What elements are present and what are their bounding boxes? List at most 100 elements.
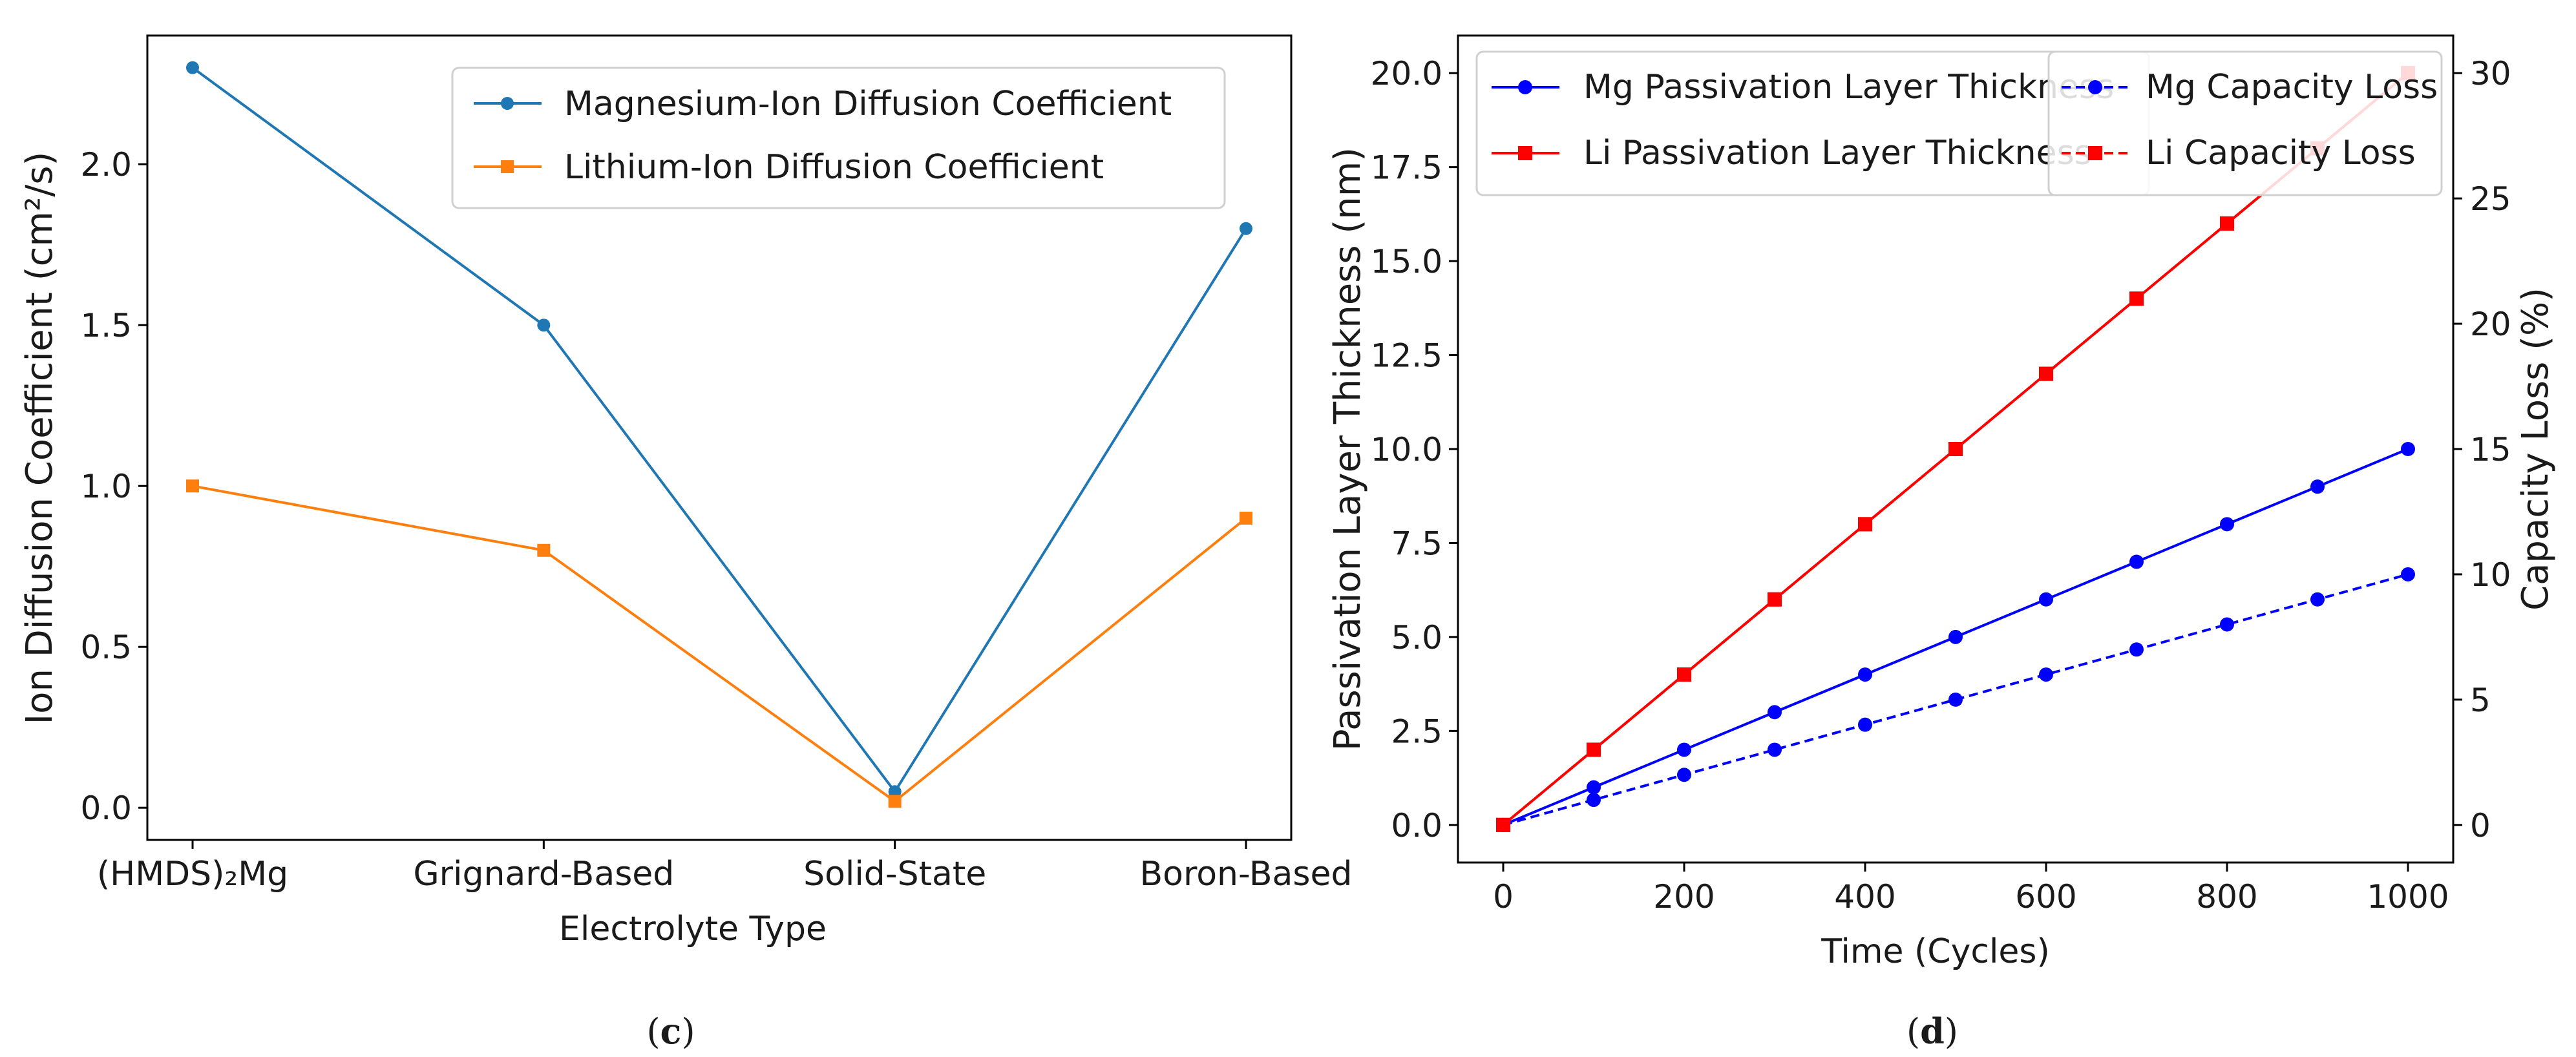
panel-c-y-tick-label: 1.0 [80,468,132,505]
panel-d-x-tick-label: 0 [1493,878,1514,916]
panel-d-data-point [2039,667,2053,682]
panel-d-y2-tick-label: 0 [2470,807,2491,844]
panel-d-data-point [1768,742,1782,757]
legend-mg-capacity-label: Mg Capacity Loss [2146,68,2438,107]
panel-d-caption: (d) [1906,1010,1958,1052]
panel-d-y2-tick-label: 20 [2470,306,2511,343]
panel-d-data-point [2310,479,2325,494]
panel-d-x-tick-label: 600 [2015,878,2076,916]
panel-c-data-point [186,479,199,493]
panel-d-data-point [1496,817,1510,832]
panel-c-x-axis-label: Electrolyte Type [559,910,827,948]
legend-mg-marker [501,97,514,110]
panel-d-y2-tick-label: 30 [2470,55,2511,92]
panel-c-axes: 0.0 0.5 1.0 1.5 2.0 (HMDS)₂Mg Grignard-Based So… [80,146,1352,894]
panel-d-x-tick-label: 200 [1653,878,1715,916]
panel-d-data-point [1768,705,1782,720]
panel-d-data-point [1677,742,1691,757]
panel-c-series [191,67,1247,803]
panel-d-data-point [2401,567,2415,581]
panel-d-y-tick-label: 2.5 [1391,713,1442,750]
panel-d-data-point [2220,517,2234,532]
panel-d-y-tick-label: 7.5 [1391,525,1442,562]
panel-d-legend-right: Mg Capacity Loss Li Capacity Loss [2047,50,2443,196]
legend-mg-thickness-marker [1518,80,1532,94]
panel-c-plot-frame [146,34,1293,841]
panel-d-y2-tick-label: 5 [2470,682,2491,719]
panel-d-data-point [2129,554,2144,569]
panel-d-data-point [2401,442,2415,456]
panel-d-data-point [1768,592,1782,607]
legend-li-marker [501,160,514,173]
legend-li-capacity-marker [2088,146,2102,160]
panel-c-y-axis-label: Ion Diffusion Coefficient (cm²/s) [19,152,61,725]
legend-mg-label: Magnesium-Ion Diffusion Coefficient [564,85,1172,123]
panel-c-chart: 0.0 0.5 1.0 1.5 2.0 (HMDS)₂Mg Grignard-Based So… [19,34,1353,1052]
panel-d-x-tick-label: 400 [1834,878,1895,916]
legend-li-capacity-label: Li Capacity Loss [2146,134,2416,173]
legend-mg-capacity-marker [2088,80,2102,94]
legend-li-thickness-label: Li Passivation Layer Thickness [1583,134,2092,173]
panel-c-caption: (c) [646,1010,695,1052]
panel-d-x-tick-label: 1000 [2367,878,2449,916]
panel-d-y-axis-label: Passivation Layer Thickness (nm) [1327,147,1369,751]
panel-d-data-point [2220,617,2234,632]
panel-c-y-tick-label: 1.5 [80,307,132,344]
panel-d-y-tick-label: 0.0 [1391,807,1442,844]
panel-d-x-tick-label: 800 [2196,878,2257,916]
panel-d-y2-tick-label: 15 [2470,431,2511,468]
panel-c-legend: Magnesium-Ion Diffusion Coefficient Lith… [451,67,1226,209]
panel-c-data-point [1240,222,1252,235]
panel-c-series-line-lithium [192,485,1247,803]
panel-d-data-point [1677,667,1691,682]
panel-c-legend-box [451,67,1226,209]
panel-d-markers [1496,66,2415,832]
panel-c-data-point [888,795,902,808]
panel-d-y-tick-label: 20.0 [1371,55,1442,92]
panel-d-data-point [2039,592,2053,607]
panel-c-data-point [537,543,551,557]
panel-d-y-tick-label: 10.0 [1371,431,1442,468]
panel-c-x-tick-label: Boron-Based [1139,855,1352,894]
panel-c-y-tick-label: 0.0 [80,790,132,827]
panel-c-data-point [1240,512,1252,525]
panel-d-y2-tick-label: 10 [2470,556,2511,594]
panel-d-x-axis-label: Time (Cycles) [1821,932,2050,971]
panel-d-y2-axis-label: Capacity Loss (%) [2515,288,2557,611]
panel-c-data-point [186,61,199,74]
panel-d-data-point [2220,216,2234,231]
legend-li-thickness-marker [1518,146,1532,160]
panel-c-y-tick-label: 2.0 [80,146,132,183]
panel-d-data-point [1587,793,1601,808]
panel-d-y-tick-label: 5.0 [1391,619,1442,656]
panel-d-data-point [1587,742,1601,757]
panel-d-axes: 0.0 2.5 5.0 7.5 10.0 12.5 15.0 17.5 20.0 0 5 10 15 20… [1371,55,2511,916]
panel-c-data-point [537,319,551,332]
legend-mg-thickness-label: Mg Passivation Layer Thickness [1583,68,2114,107]
panel-d-chart: 0.0 2.5 5.0 7.5 10.0 12.5 15.0 17.5 20.0 0 5 10 15 20… [1327,34,2557,1052]
legend-li-label: Lithium-Ion Diffusion Coefficient [564,148,1104,187]
panel-d-data-point [1948,442,1963,456]
panel-c-markers [186,61,1252,808]
panel-d-data-point [2129,291,2144,306]
panel-d-data-point [2039,366,2053,381]
panel-c-x-tick-label: Grignard-Based [413,855,674,894]
panel-c-y-tick-label: 0.5 [80,629,132,666]
panel-d-y-tick-label: 12.5 [1371,337,1442,375]
panel-d-y-tick-label: 15.0 [1371,243,1442,280]
panel-d-y-tick-label: 17.5 [1371,149,1442,187]
panel-d-data-point [1948,629,1963,644]
panel-d-data-point [1587,780,1601,795]
panel-d-y2-tick-label: 25 [2470,180,2511,218]
panel-d-data-point [1858,717,1872,732]
panel-d-data-point [1677,768,1691,782]
panel-d-data-point [2310,592,2325,607]
panel-c-x-tick-label: Solid-State [803,855,986,894]
panel-d-data-point [1858,517,1872,532]
panel-c-series-line-magnesium [191,67,1247,794]
panel-d-data-point [1948,692,1963,707]
panel-d-data-point [1858,667,1872,682]
panel-d-data-point [2129,642,2144,657]
panel-d-legend-left: Mg Passivation Layer Thickness Li Passiv… [1475,50,2150,196]
